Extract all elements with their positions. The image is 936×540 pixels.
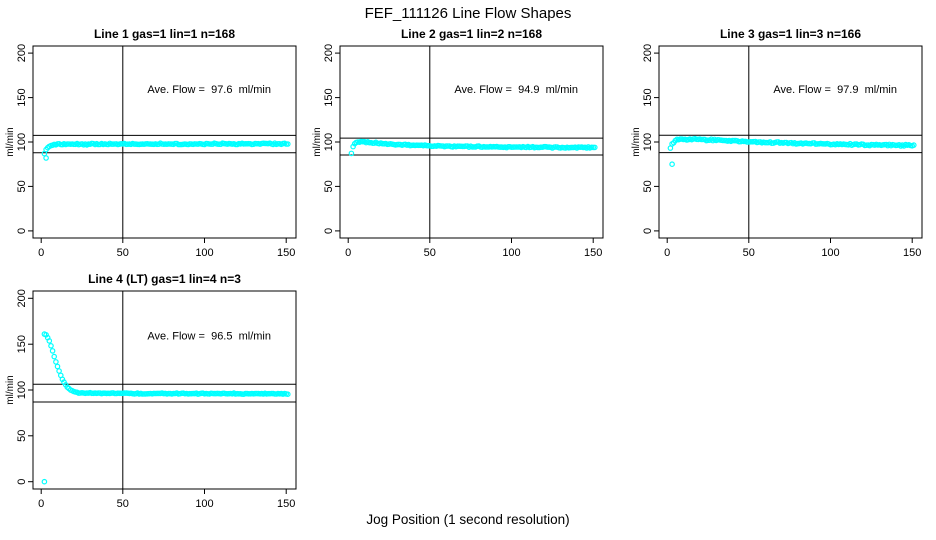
avg-flow-annotation: Ave. Flow = 96.5 ml/min (147, 331, 271, 343)
y-tick-label: 150 (323, 88, 335, 106)
x-tick-label: 50 (117, 498, 129, 510)
x-tick-label: 50 (424, 247, 436, 259)
y-tick-label: 200 (642, 44, 654, 62)
x-tick-label: 100 (821, 247, 839, 259)
y-tick-label: 150 (16, 335, 28, 353)
data-series (348, 138, 598, 157)
avg-flow-annotation: Ave. Flow = 97.9 ml/min (773, 84, 897, 96)
panel-1: 0 50 100 150 0 50 100 150 200 ml/min Line 1 gas=1 … (5, 27, 297, 259)
y-tick-label: 50 (16, 430, 28, 442)
data-point (348, 150, 355, 157)
panel-title: Line 1 gas=1 lin=1 n=168 (94, 27, 235, 41)
x-tick-label: 150 (903, 247, 921, 259)
y-tick-label: 50 (16, 180, 28, 192)
y-axis-label: ml/min (312, 127, 323, 156)
data-point (49, 348, 56, 354)
y-tick-label: 200 (323, 44, 335, 62)
y-tick-label: 0 (16, 228, 28, 234)
y-tick-label: 100 (642, 133, 654, 151)
y-tick-label: 150 (642, 88, 654, 106)
x-tick-label: 50 (743, 247, 755, 259)
y-tick-label: 0 (323, 228, 335, 234)
x-tick-label: 150 (277, 498, 295, 510)
data-point (910, 142, 917, 148)
x-axis-label: Jog Position (1 second resolution) (366, 512, 570, 527)
y-tick-label: 100 (16, 133, 28, 151)
panel-3: 0 50 100 150 0 50 100 150 200 ml/min Line 3 gas=1 … (631, 27, 923, 259)
y-axis-label: ml/min (5, 375, 16, 404)
panel-4: 0 50 100 150 0 50 100 150 200 ml/min Line 4 (LT) g… (5, 272, 297, 510)
data-series (41, 140, 291, 161)
x-tick-label: 150 (277, 247, 295, 259)
data-series (667, 135, 917, 168)
data-point (51, 353, 58, 360)
x-tick-label: 150 (584, 247, 602, 259)
y-tick-label: 150 (16, 88, 28, 106)
data-point (284, 391, 291, 398)
y-tick-label: 100 (16, 381, 28, 399)
x-tick-label: 100 (195, 498, 213, 510)
data-point (591, 144, 598, 151)
outlier-point (43, 155, 49, 161)
panel-2: 0 50 100 150 0 50 100 150 200 ml/min Line 2 gas=1 … (312, 27, 604, 259)
outlier-point (669, 161, 675, 168)
y-tick-label: 50 (642, 180, 654, 192)
x-tick-label: 0 (38, 247, 44, 259)
x-tick-label: 0 (664, 247, 670, 259)
outlier-point (41, 478, 48, 485)
data-point (48, 342, 54, 349)
data-point (56, 368, 62, 374)
avg-flow-annotation: Ave. Flow = 97.6 ml/min (147, 84, 271, 96)
x-tick-label: 100 (195, 247, 213, 259)
figure-title: FEF_111126 Line Flow Shapes (364, 5, 572, 22)
data-point (54, 363, 61, 370)
panel-title: Line 2 gas=1 lin=2 n=168 (401, 27, 542, 41)
x-tick-label: 0 (38, 498, 44, 510)
y-tick-label: 200 (16, 289, 28, 307)
avg-flow-annotation: Ave. Flow = 94.9 ml/min (454, 84, 578, 96)
panel-title: Line 3 gas=1 lin=3 n=166 (720, 27, 861, 41)
data-point (53, 359, 59, 365)
y-tick-label: 0 (642, 228, 654, 234)
data-point (284, 141, 291, 147)
y-tick-label: 100 (323, 133, 335, 151)
data-point (46, 338, 53, 344)
x-tick-label: 0 (345, 247, 351, 259)
panel-title: Line 4 (LT) gas=1 lin=4 n=3 (88, 272, 241, 286)
y-tick-label: 50 (323, 180, 335, 192)
y-axis-label: ml/min (631, 127, 642, 156)
y-tick-label: 0 (16, 479, 28, 485)
data-series (41, 331, 291, 485)
y-tick-label: 200 (16, 44, 28, 62)
x-tick-label: 100 (502, 247, 520, 259)
x-tick-label: 50 (117, 247, 129, 259)
y-axis-label: ml/min (5, 127, 16, 156)
